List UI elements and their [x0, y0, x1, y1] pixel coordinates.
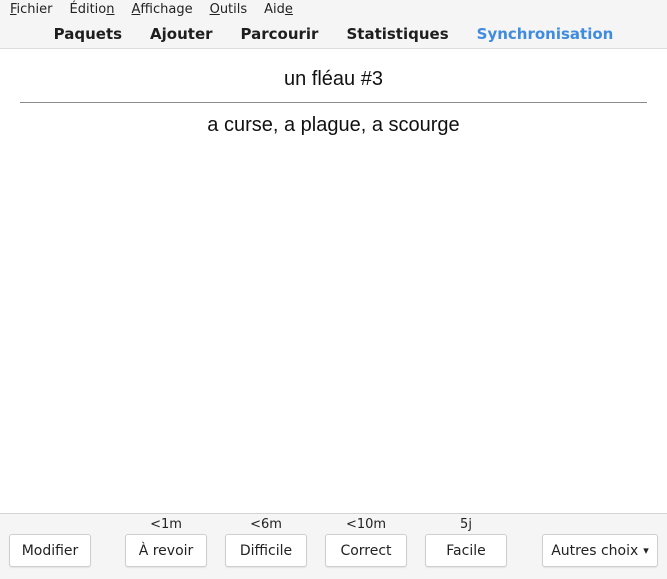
menu-view[interactable]: Affichage: [122, 0, 200, 20]
easy-due: 5j: [460, 517, 472, 532]
menu-help-pre: Aid: [264, 2, 285, 17]
menu-tools-post: utils: [219, 2, 248, 17]
menu-tools-accel: O: [209, 2, 220, 17]
menu-file-accel: F: [10, 2, 17, 17]
menu-view-post: ffichage: [140, 2, 193, 17]
answer-divider: [20, 102, 647, 103]
toolbar-browse[interactable]: Parcourir: [240, 25, 319, 43]
hard-button[interactable]: Difficile: [225, 534, 307, 567]
toolbar-stats[interactable]: Statistiques: [346, 25, 449, 43]
menu-help-accel: e: [284, 2, 293, 17]
menu-view-accel: A: [131, 2, 141, 17]
card-answer: a curse, a plague, a scourge: [207, 114, 460, 136]
main-toolbar: Paquets Ajouter Parcourir Statistiques S…: [0, 20, 667, 49]
hard-due: <6m: [250, 517, 282, 532]
card-area: un fléau #3 a curse, a plague, a scourge: [0, 49, 667, 513]
toolbar-add[interactable]: Ajouter: [150, 25, 213, 43]
card-question: un fléau #3: [284, 68, 383, 90]
edit-button[interactable]: Modifier: [9, 534, 91, 567]
review-bottom-bar: Modifier <1m À revoir <6m Difficile <10m…: [0, 513, 667, 579]
menu-file-post: ichier: [16, 2, 53, 17]
more-button[interactable]: Autres choix ▾: [542, 534, 658, 567]
menu-bar: Fichier Édition Affichage Outils Aide: [0, 0, 667, 20]
toolbar-decks[interactable]: Paquets: [53, 25, 123, 43]
toolbar-sync[interactable]: Synchronisation: [476, 25, 614, 43]
menu-file[interactable]: Fichier: [0, 0, 60, 20]
good-due: <10m: [345, 517, 387, 532]
good-button[interactable]: Correct: [325, 534, 407, 567]
menu-edit[interactable]: Édition: [60, 0, 122, 20]
menu-edit-pre: Éditio: [69, 2, 107, 17]
chevron-down-icon: ▾: [643, 544, 649, 557]
easy-button[interactable]: Facile: [425, 534, 507, 567]
menu-help[interactable]: Aide: [254, 0, 300, 20]
more-button-label: Autres choix: [551, 542, 639, 559]
menu-tools[interactable]: Outils: [200, 0, 255, 20]
menu-edit-accel: n: [106, 2, 115, 17]
again-due: <1m: [150, 517, 182, 532]
again-button[interactable]: À revoir: [125, 534, 207, 567]
